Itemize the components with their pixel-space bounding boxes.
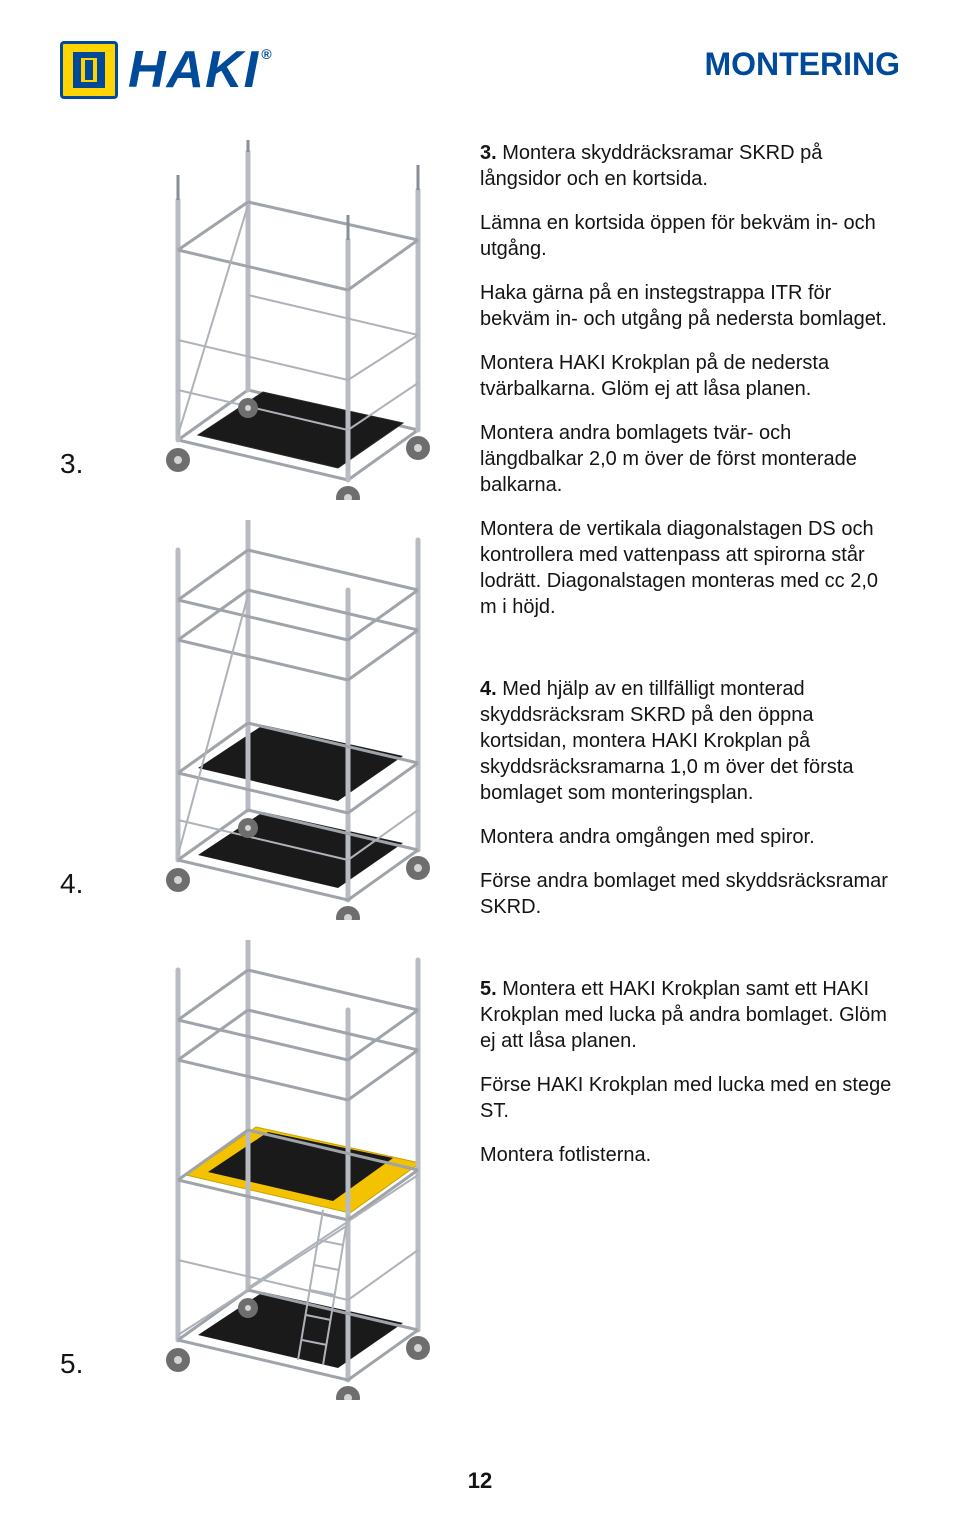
page-header: HAKI® MONTERING [60,40,900,100]
section-title: MONTERING [704,46,900,83]
step-5-para-2: Montera fotlisterna. [480,1142,900,1168]
figure-4-number: 4. [60,868,90,920]
page-number: 12 [468,1468,492,1494]
text-column: 3. Montera skyddräcksramar SKRD på långs… [480,120,900,1400]
registered-icon: ® [261,46,272,62]
logo: HAKI® [60,40,270,100]
figure-5: 5. [60,940,460,1400]
figure-5-image [96,940,460,1400]
content: 3. [60,120,900,1400]
step-4-para-1: Montera andra omgången med spiror. [480,824,900,850]
step-5: 5. Montera ett HAKI Krokplan samt ett HA… [480,976,900,1168]
logo-text: HAKI® [128,40,270,100]
step-3: 3. Montera skyddräcksramar SKRD på långs… [480,140,900,620]
step-3-lead: 3. Montera skyddräcksramar SKRD på långs… [480,140,900,192]
step-5-lead: 5. Montera ett HAKI Krokplan samt ett HA… [480,976,900,1054]
step-4-para-2: Förse andra bomlaget med skyddsräcksrama… [480,868,900,920]
figures-column: 3. [60,120,460,1400]
figure-5-number: 5. [60,1348,90,1400]
step-5-para-1: Förse HAKI Krokplan med lucka med en ste… [480,1072,900,1124]
figure-4-image [96,520,460,920]
step-3-para-2: Haka gärna på en instegstrappa ITR för b… [480,280,900,332]
step-3-para-3: Montera HAKI Krokplan på de nedersta tvä… [480,350,900,402]
figure-3: 3. [60,140,460,500]
step-3-para-1: Lämna en kortsida öppen för bekväm in- o… [480,210,900,262]
step-3-para-4: Montera andra bomlagets tvär- och längdb… [480,420,900,498]
step-3-para-5: Montera de vertikala diagonalstagen DS o… [480,516,900,620]
logo-icon [60,41,118,99]
step-4-lead: 4. Med hjälp av en tillfälligt monterad … [480,676,900,806]
figure-3-number: 3. [60,448,90,500]
figure-3-image [96,140,460,500]
figure-4: 4. [60,520,460,920]
page: HAKI® MONTERING 3. [0,0,960,1522]
step-4: 4. Med hjälp av en tillfälligt monterad … [480,676,900,920]
